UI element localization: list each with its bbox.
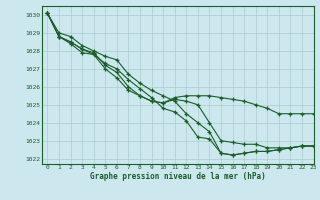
X-axis label: Graphe pression niveau de la mer (hPa): Graphe pression niveau de la mer (hPa)	[90, 172, 266, 181]
